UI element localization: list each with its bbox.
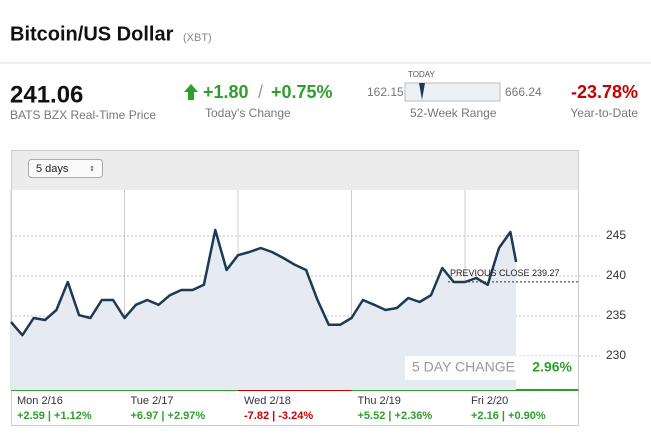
separator: / bbox=[258, 82, 263, 102]
range-bar bbox=[404, 82, 501, 102]
day-label: Wed 2/18 bbox=[244, 395, 291, 407]
day-label: Fri 2/20 bbox=[471, 395, 508, 407]
price: 241.06 bbox=[10, 81, 83, 108]
range-high: 666.24 bbox=[505, 85, 542, 99]
select-caret: ⇕ bbox=[89, 165, 95, 173]
price-caption: BATS BZX Real-Time Price bbox=[10, 108, 156, 122]
change-pct: +0.75% bbox=[271, 82, 333, 102]
y-tick-label: 245 bbox=[606, 228, 626, 242]
title: Bitcoin/US Dollar bbox=[10, 23, 174, 45]
day-label: Thu 2/19 bbox=[358, 395, 401, 407]
ytd: -23.78% bbox=[571, 82, 638, 102]
range-marker-label: TODAY bbox=[408, 70, 435, 79]
range-caption: 52-Week Range bbox=[410, 106, 497, 120]
area bbox=[11, 230, 517, 390]
range-marker bbox=[419, 83, 425, 100]
price-line bbox=[10, 228, 518, 337]
day-change: +6.97 | +2.97% bbox=[131, 410, 206, 422]
y-tick-label: 240 bbox=[606, 268, 626, 282]
up-arrow bbox=[184, 84, 198, 100]
day-label: Mon 2/16 bbox=[17, 395, 63, 407]
day-change: -7.82 | -3.24% bbox=[244, 410, 313, 422]
day-change: +2.59 | +1.12% bbox=[17, 410, 92, 422]
y-tick-label: 235 bbox=[606, 308, 626, 322]
ytd-caption: Year-to-Date bbox=[570, 106, 638, 120]
day-change: +2.16 | +0.90% bbox=[471, 410, 546, 422]
five-day-label: 5 DAY CHANGE bbox=[412, 359, 515, 375]
change: +1.80 bbox=[203, 82, 249, 102]
change-caption: Today's Change bbox=[205, 106, 291, 120]
symbol: (XBT) bbox=[183, 32, 212, 44]
y-tick-label: 230 bbox=[606, 348, 626, 362]
day-change: +5.52 | +2.36% bbox=[358, 410, 433, 422]
plot: 230 235 240 245 Mon 2/16 +2.59 | +1.12% Tue 2/… bbox=[10, 190, 626, 422]
five-day-box bbox=[405, 356, 578, 380]
chart-toolbar bbox=[12, 151, 578, 190]
range-low: 162.15 bbox=[367, 85, 404, 99]
period-select-text: 5 days bbox=[36, 163, 69, 175]
five-day-value: 2.96% bbox=[532, 359, 572, 375]
previous-close-label: PREVIOUS CLOSE 239.27 bbox=[450, 268, 560, 278]
day-label: Tue 2/17 bbox=[131, 395, 174, 407]
period-select[interactable] bbox=[28, 159, 103, 178]
